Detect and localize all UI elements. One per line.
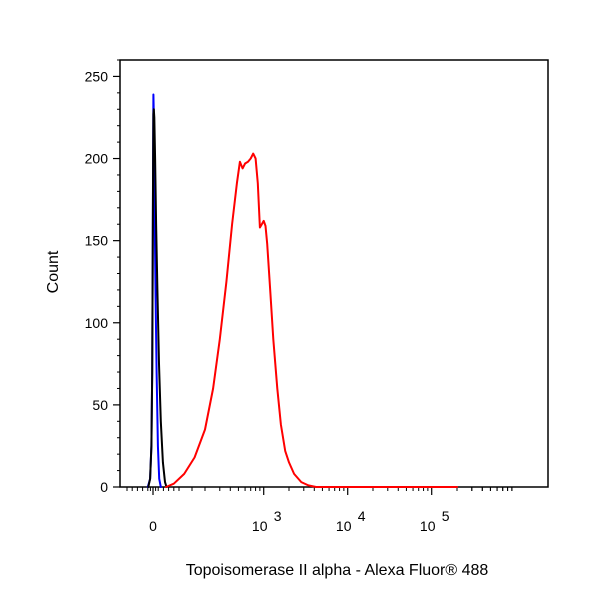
y-tick-label: 250	[85, 68, 109, 84]
y-tick-label: 0	[100, 479, 108, 495]
y-tick-label: 50	[92, 397, 108, 413]
plot-frame	[119, 59, 549, 488]
x-tick-label: 10	[420, 518, 436, 534]
y-axis-title: Count	[45, 250, 62, 293]
x-tick-label: 10	[252, 518, 268, 534]
x-tick-exponent: 3	[274, 508, 282, 524]
x-tick-exponent: 4	[358, 508, 366, 524]
y-tick-label: 100	[85, 315, 109, 331]
y-tick-label: 200	[85, 151, 109, 167]
x-tick-exponent: 5	[442, 508, 450, 524]
y-tick-label: 150	[85, 233, 109, 249]
x-axis-title: Topoisomerase II alpha - Alexa Fluor® 48…	[186, 562, 489, 579]
x-tick-label: 10	[336, 518, 352, 534]
series-line-3	[165, 152, 458, 488]
series-line-2	[147, 108, 168, 488]
x-tick-label: 0	[149, 518, 157, 534]
